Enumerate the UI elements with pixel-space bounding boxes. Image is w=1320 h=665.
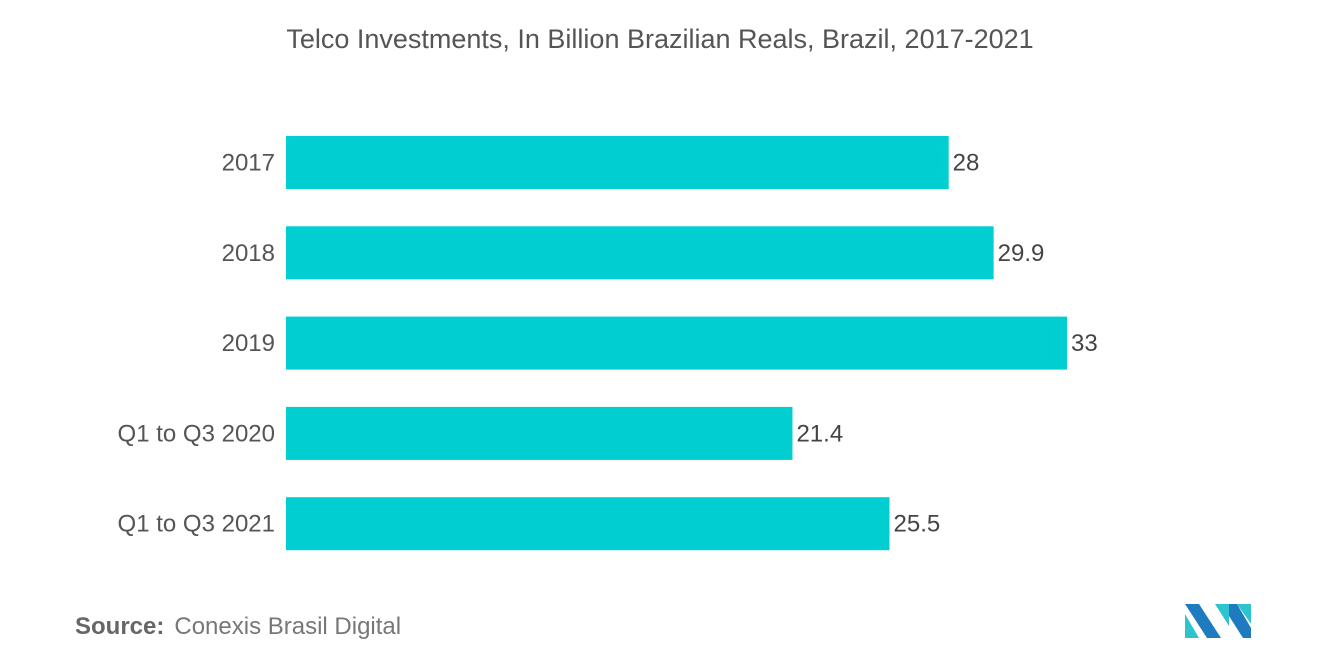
bar-q1-to-q3-2020	[286, 406, 793, 460]
value-label: 25.5	[894, 511, 941, 538]
value-label: 28	[953, 150, 980, 177]
bar-2017	[286, 136, 949, 189]
source-text: Conexis Brasil Digital	[174, 613, 402, 640]
chart-title: Telco Investments, In Billion Brazilian …	[286, 24, 1034, 54]
value-label: 21.4	[796, 420, 843, 447]
category-label: 2019	[222, 330, 275, 357]
bar-chart: 2017 28 2018 29.9 2019 33 Q1 to Q3 2020 21.4 Q1 …	[118, 136, 1098, 551]
category-label: Q1 to Q3 2021	[118, 511, 275, 538]
bar-2019	[286, 316, 1067, 370]
source-note: Source: Conexis Brasil Digital	[75, 613, 401, 641]
bar-2018	[286, 226, 994, 280]
value-label: 33	[1071, 330, 1098, 357]
bar-q1-to-q3-2021	[286, 497, 890, 551]
value-label: 29.9	[998, 240, 1045, 267]
source-label: Source:	[75, 613, 165, 640]
category-label: 2018	[222, 240, 275, 267]
category-label: 2017	[222, 150, 275, 177]
company-logo	[1185, 604, 1251, 638]
category-label: Q1 to Q3 2020	[118, 420, 275, 447]
